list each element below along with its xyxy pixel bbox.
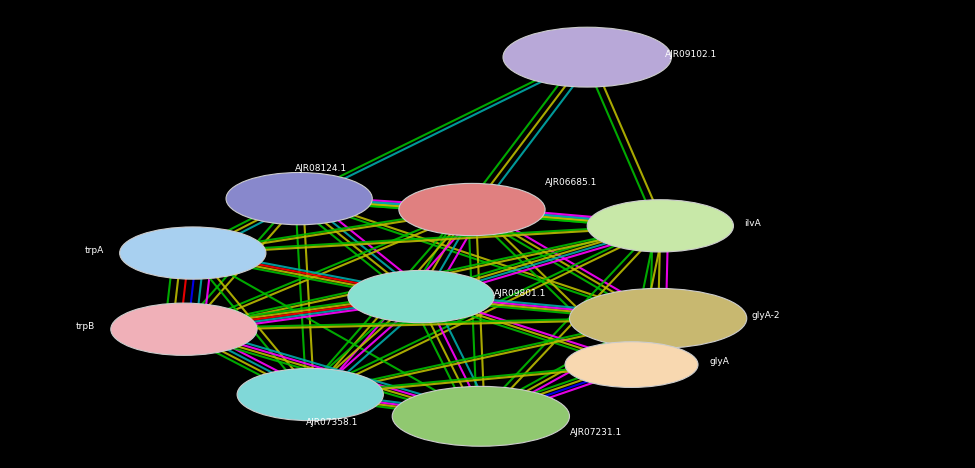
- Text: ilvA: ilvA: [745, 219, 761, 227]
- Text: AJR07231.1: AJR07231.1: [569, 428, 622, 437]
- Ellipse shape: [392, 387, 569, 446]
- Text: AJR09102.1: AJR09102.1: [665, 50, 717, 59]
- Text: trpA: trpA: [85, 246, 104, 255]
- Ellipse shape: [566, 342, 698, 388]
- Ellipse shape: [399, 183, 545, 235]
- Text: trpB: trpB: [76, 322, 96, 331]
- Ellipse shape: [111, 303, 257, 355]
- Ellipse shape: [503, 27, 672, 87]
- Ellipse shape: [120, 227, 266, 279]
- Text: glyA: glyA: [709, 358, 729, 366]
- Ellipse shape: [569, 288, 747, 348]
- Ellipse shape: [587, 200, 733, 252]
- Text: glyA-2: glyA-2: [751, 311, 780, 320]
- Text: AJR07358.1: AJR07358.1: [306, 418, 358, 427]
- Ellipse shape: [226, 173, 372, 225]
- Ellipse shape: [237, 368, 383, 421]
- Ellipse shape: [348, 271, 494, 323]
- Text: AJR08124.1: AJR08124.1: [294, 164, 347, 173]
- Text: AJR06685.1: AJR06685.1: [545, 178, 598, 187]
- Text: AJR09801.1: AJR09801.1: [494, 289, 547, 299]
